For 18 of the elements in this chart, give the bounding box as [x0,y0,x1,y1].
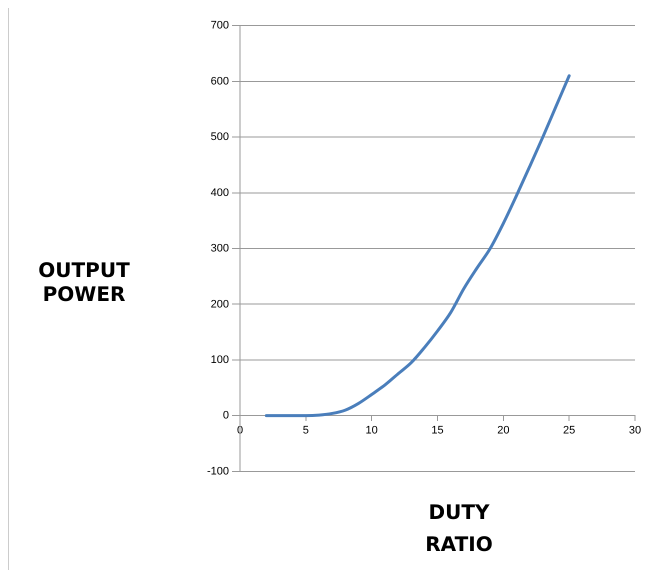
x-tick-label: 10 [366,424,378,436]
x-axis-title: DUTY RATIO [424,499,494,558]
y-tick-label: 700 [210,20,230,32]
y-tick-label: 500 [210,131,230,144]
x-tick-label: 15 [431,424,444,436]
y-axis-title: OUTPUT POWER [37,258,131,306]
y-tick-label: 300 [210,242,230,255]
y-tick-label: 100 [210,354,230,366]
x-tick-label: 20 [497,424,510,436]
x-tick-label: 25 [563,424,576,436]
y-tick-label: 200 [210,298,230,310]
line-series [264,74,571,418]
x-tick-label: 5 [302,424,309,436]
x-tick-label: 30 [628,424,642,436]
y-tick-label: 600 [210,75,230,88]
y-tick-label: 0 [222,410,230,422]
y-tick-label: -100 [206,465,230,478]
y-tick-label: 400 [210,186,230,199]
